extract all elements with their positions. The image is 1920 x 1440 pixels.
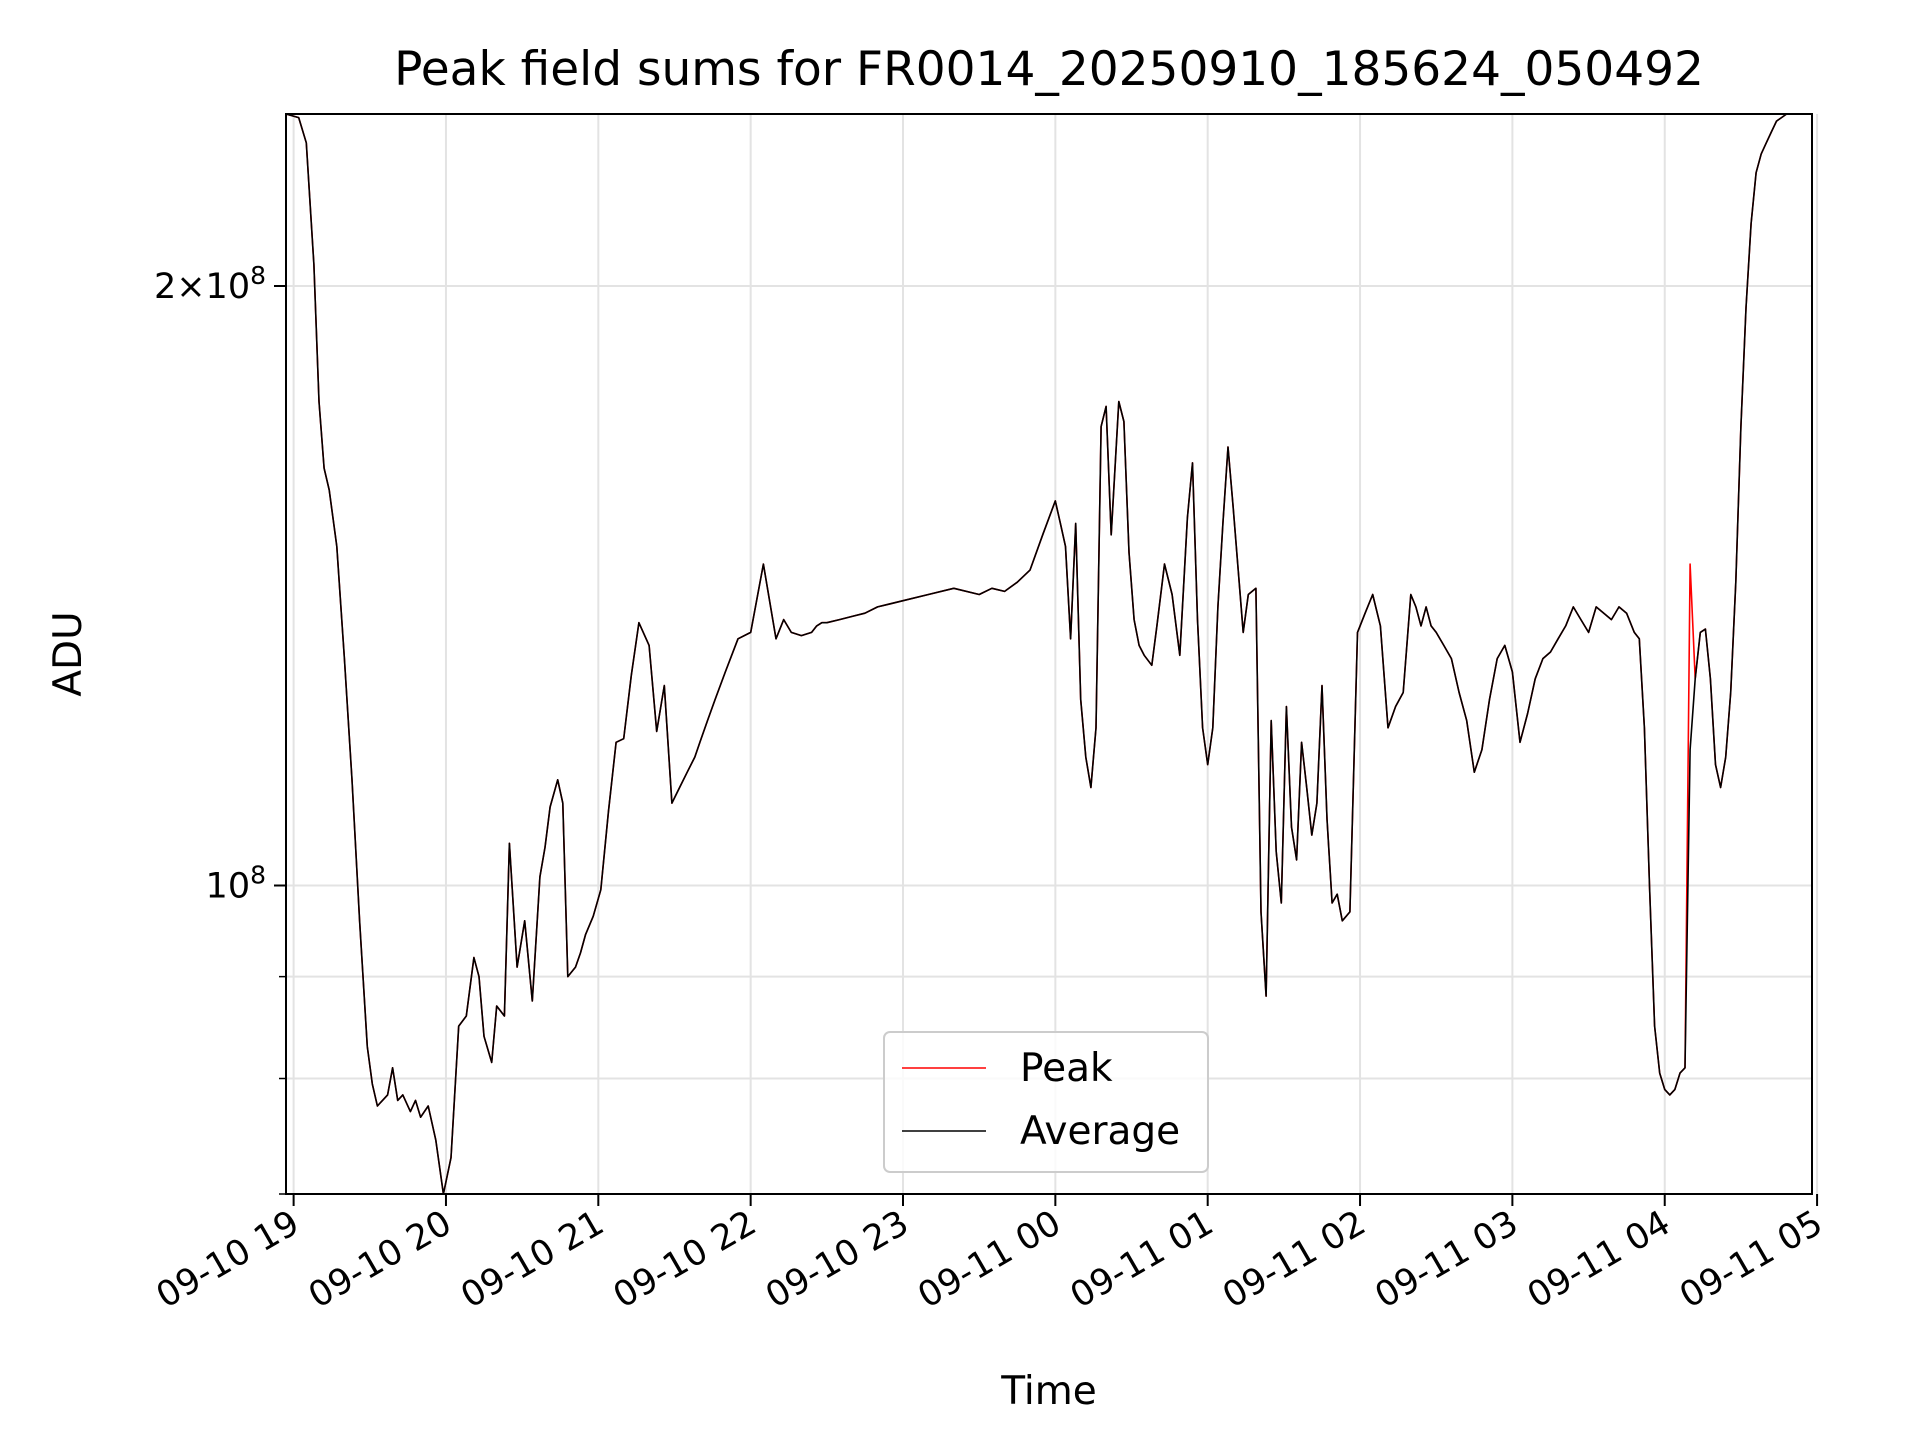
y-tick-base: 10 — [206, 267, 251, 307]
y-tick-label: 108 — [206, 861, 266, 907]
chart-title: Peak field sums for FR0014_20250910_1856… — [394, 42, 1704, 97]
y-axis-label: ADU — [46, 611, 91, 696]
legend-label-peak: Peak — [1020, 1046, 1113, 1091]
plot-frame — [285, 113, 1813, 1195]
series-line-average — [285, 113, 1788, 1195]
y-tick-base: 10 — [206, 867, 251, 907]
y-tick-exponent: 8 — [250, 261, 266, 290]
y-tick-mantissa: 2× — [154, 267, 206, 307]
grid-lines — [286, 114, 1819, 1195]
y-tick-label: 2×108 — [154, 261, 266, 307]
legend-box — [883, 1031, 1209, 1173]
y-tick-exponent: 8 — [250, 861, 266, 890]
legend-label-average: Average — [1020, 1109, 1180, 1154]
x-axis-label: Time — [1000, 1369, 1096, 1414]
legend: Peak Average — [883, 1031, 1209, 1173]
series-lines — [285, 113, 1788, 1195]
